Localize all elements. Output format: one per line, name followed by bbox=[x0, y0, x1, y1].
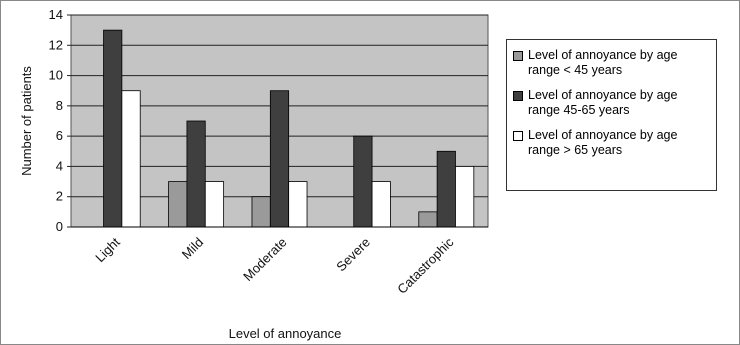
x-tick-label: Light bbox=[92, 234, 123, 265]
legend-swatch bbox=[513, 91, 523, 101]
x-tick-label: Catastrophic bbox=[394, 234, 457, 297]
y-tick-label: 12 bbox=[49, 37, 63, 52]
y-tick-label: 4 bbox=[56, 158, 63, 173]
bar bbox=[436, 150, 456, 228]
legend-label: Level of annoyance by age range 45-65 ye… bbox=[528, 88, 678, 117]
bar bbox=[251, 196, 271, 228]
bar bbox=[204, 181, 225, 228]
legend-swatch bbox=[513, 131, 523, 141]
bar bbox=[186, 120, 206, 228]
x-tick-label: Severe bbox=[333, 235, 373, 275]
bar bbox=[455, 166, 475, 228]
x-tick-label: Mild bbox=[179, 235, 206, 262]
bar bbox=[371, 181, 391, 228]
y-axis-title: Number of patients bbox=[19, 66, 34, 176]
y-tick-label: 2 bbox=[56, 189, 63, 204]
x-axis-title: Level of annoyance bbox=[229, 326, 342, 341]
bar bbox=[168, 181, 188, 228]
legend-swatch bbox=[513, 51, 523, 61]
legend-label: Level of annoyance by age range > 65 yea… bbox=[528, 128, 678, 157]
legend: Level of annoyance by age range < 45 yea… bbox=[506, 39, 717, 191]
y-tick-label: 6 bbox=[56, 128, 63, 143]
bar bbox=[269, 90, 290, 228]
bar bbox=[353, 135, 373, 228]
x-tick-label: Moderate bbox=[240, 235, 289, 284]
y-tick-label: 14 bbox=[49, 7, 63, 22]
bar bbox=[418, 211, 438, 228]
bar bbox=[103, 29, 123, 228]
bar bbox=[121, 90, 141, 228]
y-tick-label: 10 bbox=[49, 68, 63, 83]
legend-item: Level of annoyance by age range > 65 yea… bbox=[513, 128, 710, 158]
bar bbox=[288, 181, 308, 228]
legend-item: Level of annoyance by age range < 45 yea… bbox=[513, 48, 710, 78]
y-tick-label: 0 bbox=[56, 219, 63, 234]
legend-item: Level of annoyance by age range 45-65 ye… bbox=[513, 88, 710, 118]
legend-label: Level of annoyance by age range < 45 yea… bbox=[528, 48, 678, 77]
y-tick-label: 8 bbox=[56, 98, 63, 113]
